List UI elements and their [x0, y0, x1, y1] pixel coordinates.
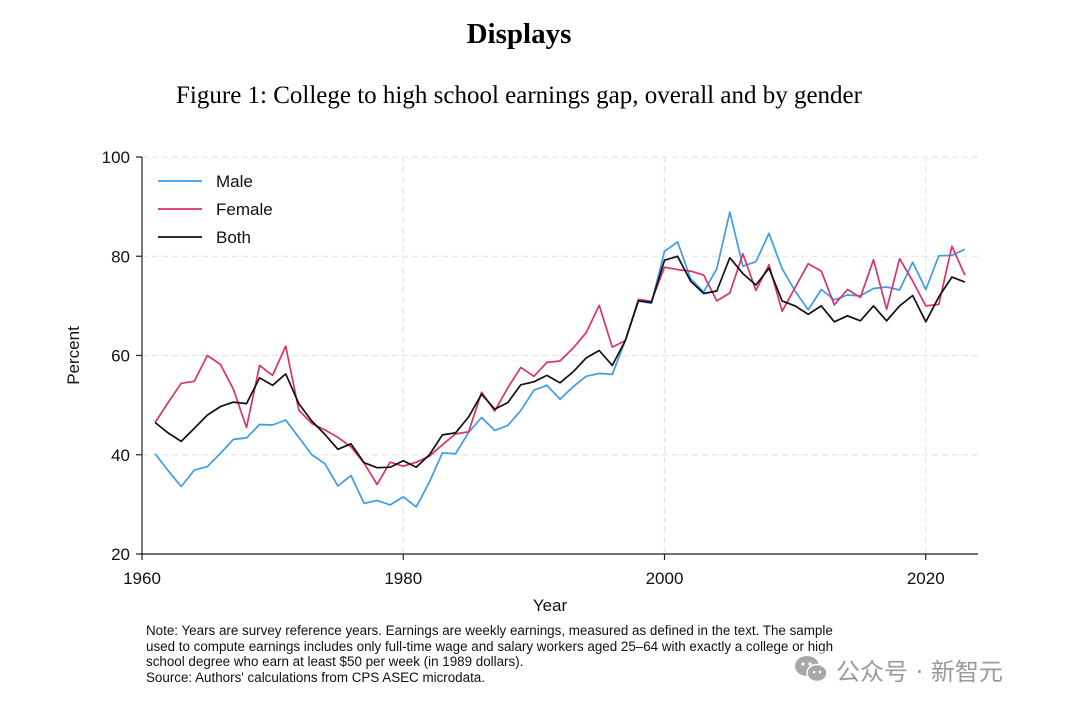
figure-caption: Figure 1: College to high school earning…	[176, 82, 862, 109]
legend: Male Female Both	[158, 172, 273, 247]
note-line: used to compute earnings includes only f…	[146, 638, 834, 654]
y-tick-label: 100	[102, 148, 130, 167]
x-tick-label: 1960	[123, 569, 161, 588]
x-axis-label: Year	[533, 596, 568, 612]
axes: 20 40 60 80 100 1960 1980 2000 2020 Year Percent	[64, 148, 978, 612]
series-line-male	[154, 211, 966, 508]
series-lines	[154, 211, 966, 508]
source-line: Source: Authors' calculations from CPS A…	[146, 669, 485, 685]
x-tick-label: 2000	[646, 569, 684, 588]
wechat-icon	[795, 656, 828, 683]
y-tick-label: 20	[111, 545, 130, 564]
watermark-text: 公众号 · 新智元	[836, 657, 1003, 686]
x-tick-label: 2020	[907, 569, 945, 588]
y-axis-label: Percent	[64, 326, 83, 385]
watermark: 公众号 · 新智元	[790, 651, 1064, 687]
note-line: school degree who earn at least $50 per …	[146, 654, 524, 669]
y-tick-label: 40	[111, 446, 130, 465]
series-line-female	[154, 245, 966, 486]
legend-label-female: Female	[216, 200, 273, 219]
earnings-gap-line-chart: 20 40 60 80 100 1960 1980 2000 2020 Year Percent M…	[64, 148, 978, 612]
legend-label-male: Male	[216, 172, 253, 191]
document-heading: Displays	[466, 18, 572, 50]
x-tick-label: 1980	[384, 569, 422, 588]
y-tick-label: 80	[111, 247, 130, 266]
note-line: Note: Years are survey reference years. …	[146, 623, 833, 638]
figure-note: Note: Years are survey reference years. …	[146, 623, 986, 685]
series-line-both	[154, 255, 966, 469]
y-tick-label: 60	[111, 347, 130, 366]
legend-label-both: Both	[216, 228, 251, 247]
